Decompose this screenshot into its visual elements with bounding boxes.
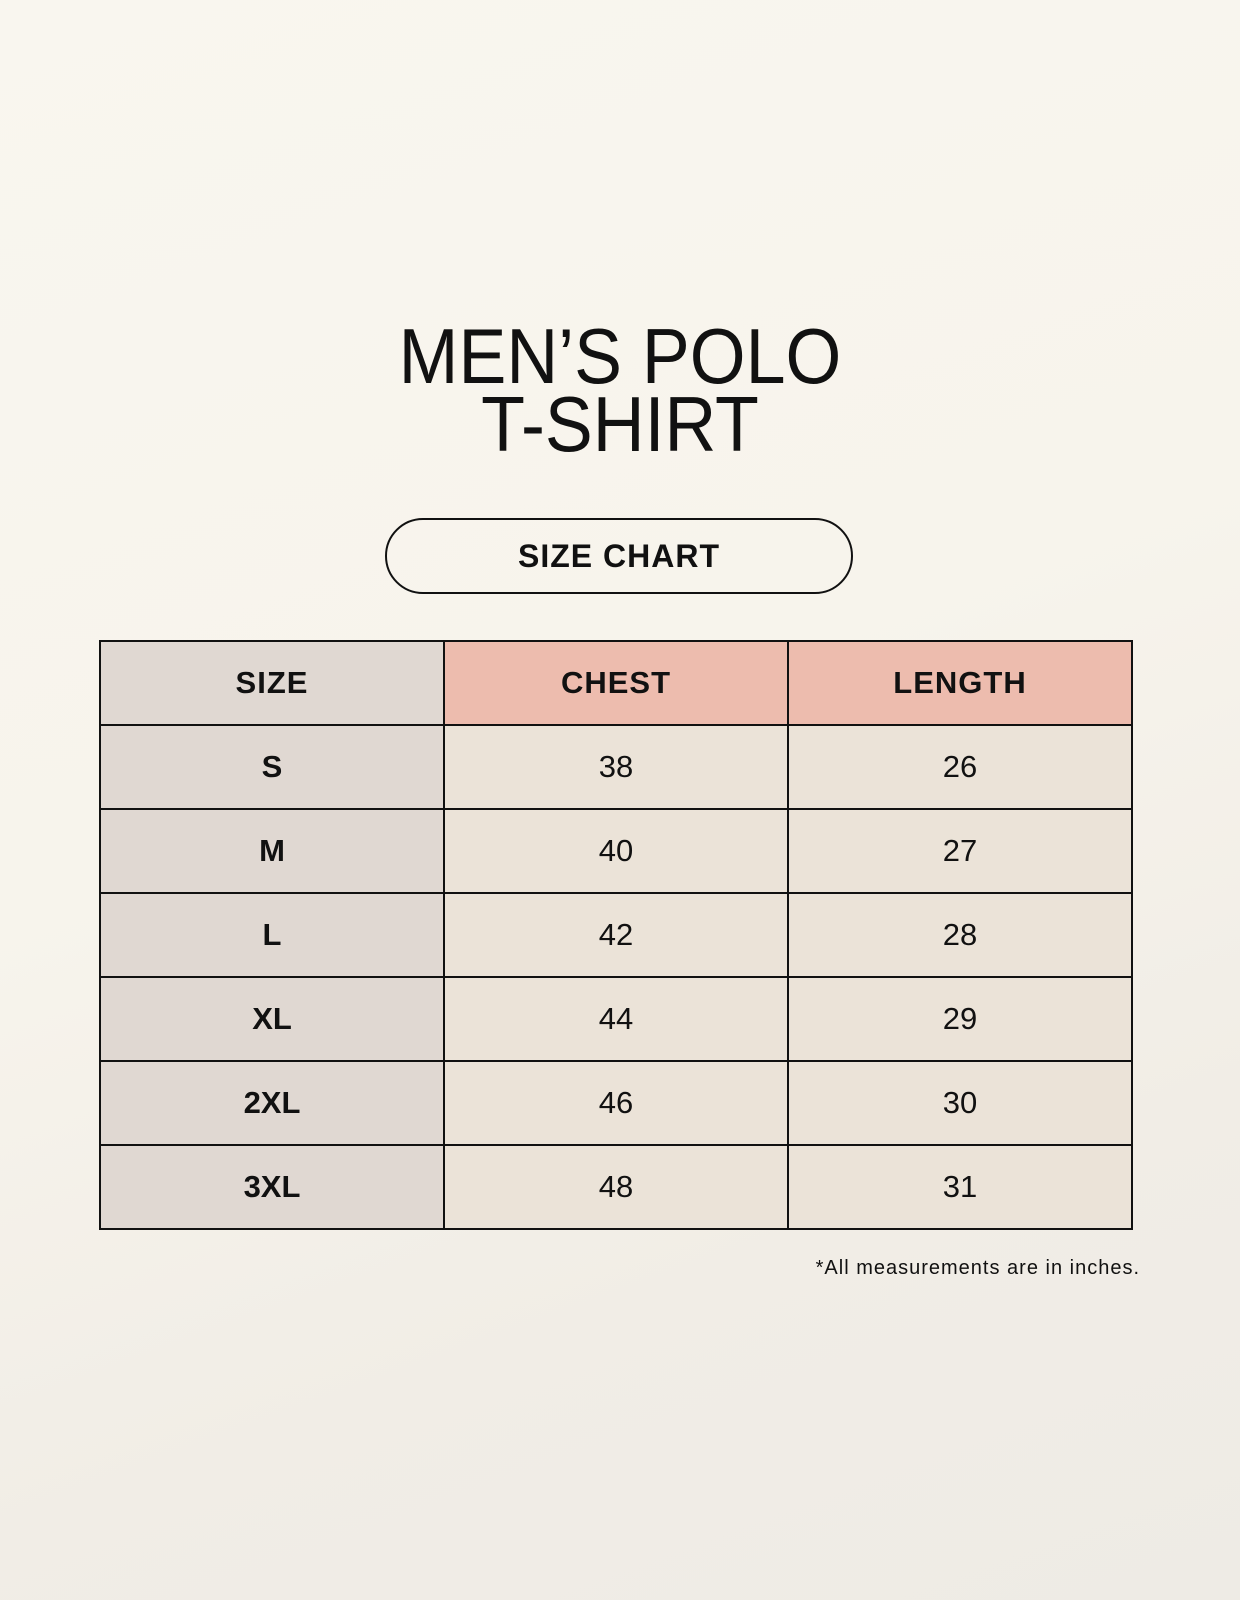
cell-length: 28 (787, 892, 1133, 978)
cell-size: S (99, 724, 445, 810)
cell-chest: 44 (443, 976, 789, 1062)
cell-chest: 42 (443, 892, 789, 978)
table-row: M 40 27 (99, 808, 1133, 894)
cell-length: 31 (787, 1144, 1133, 1230)
cell-chest: 38 (443, 724, 789, 810)
cell-size: 3XL (99, 1144, 445, 1230)
table-row: XL 44 29 (99, 976, 1133, 1062)
footnote: *All measurements are in inches. (815, 1257, 1140, 1279)
cell-length: 29 (787, 976, 1133, 1062)
size-table: SIZE CHEST LENGTH S 38 26 M 40 27 L 42 28 XL 44 29 2… (99, 640, 1133, 1230)
table-row: 3XL 48 31 (99, 1144, 1133, 1230)
cell-length: 30 (787, 1060, 1133, 1146)
header-size: SIZE (99, 640, 445, 726)
header-chest: CHEST (443, 640, 789, 726)
table-header-row: SIZE CHEST LENGTH (99, 640, 1133, 726)
header-length: LENGTH (787, 640, 1133, 726)
page-title: MEN’S POLO T-SHIRT (50, 312, 1191, 468)
cell-size: XL (99, 976, 445, 1062)
cell-length: 27 (787, 808, 1133, 894)
cell-chest: 40 (443, 808, 789, 894)
cell-size: 2XL (99, 1060, 445, 1146)
table-row: 2XL 46 30 (99, 1060, 1133, 1146)
table-row: S 38 26 (99, 724, 1133, 810)
cell-size: M (99, 808, 445, 894)
title-line-1: MEN’S POLO (398, 312, 842, 400)
cell-size: L (99, 892, 445, 978)
cell-chest: 48 (443, 1144, 789, 1230)
size-chart-badge: SIZE CHART (385, 518, 853, 594)
table-row: L 42 28 (99, 892, 1133, 978)
cell-chest: 46 (443, 1060, 789, 1146)
title-line-2: T-SHIRT (481, 380, 759, 468)
cell-length: 26 (787, 724, 1133, 810)
